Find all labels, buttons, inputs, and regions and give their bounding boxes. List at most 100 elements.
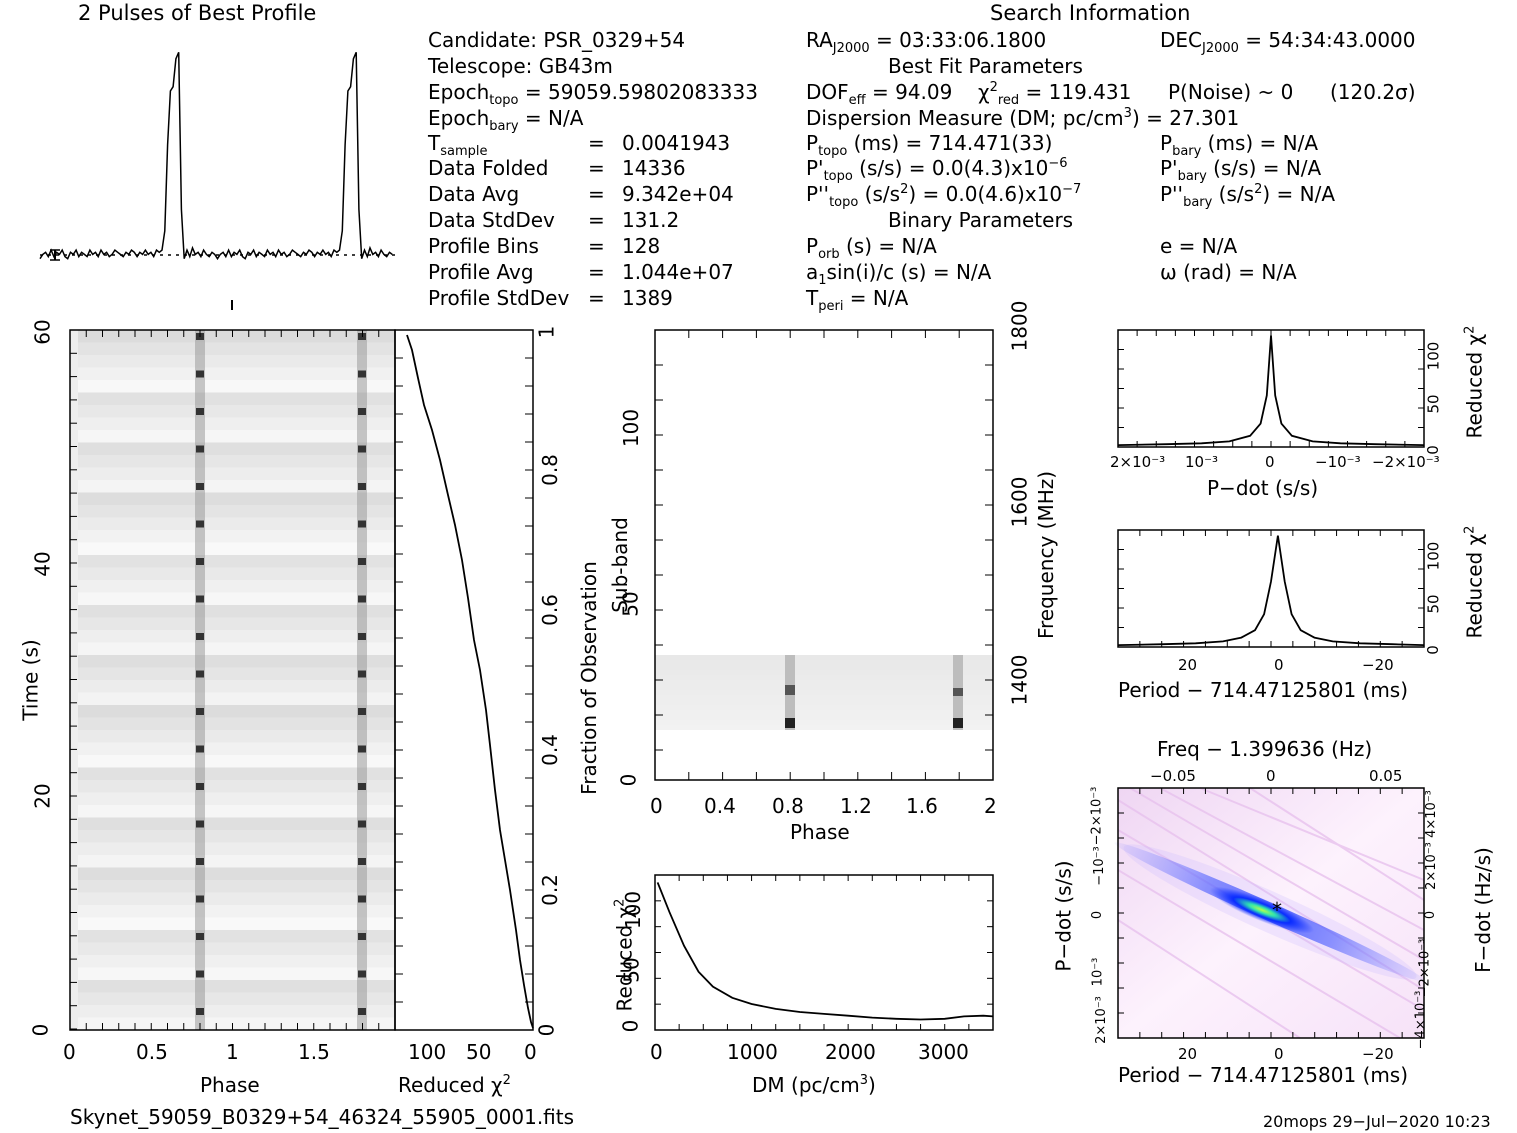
telescope: Telescope: GB43m (428, 54, 613, 78)
pulse-spot (358, 708, 366, 715)
pddot-bary: P''bary (s/s2) = N/A (1160, 182, 1336, 210)
pdot-ticks (1117, 329, 1425, 448)
param-label: Profile Avg (428, 260, 534, 284)
time-phase-ylabel: Time (s) (18, 639, 43, 721)
pdot-xtick: −2×10⁻³ (1372, 453, 1440, 471)
time-phase-row (70, 430, 395, 443)
chi-time-panel (394, 329, 534, 1031)
ppdot-streaks (1117, 787, 1425, 1039)
chi-time-ticks (395, 329, 533, 1031)
chi-time-ytick: 0.8 (537, 454, 562, 486)
dm: Dispersion Measure (DM; pc/cm3) = 27.301 (806, 106, 1240, 130)
param-value: 131.2 (622, 208, 680, 232)
ppdot-xtick: 0 (1274, 1045, 1284, 1063)
time-phase-row (70, 630, 395, 643)
ppdot-top-tick: −0.05 (1150, 767, 1196, 785)
dm-xtick: 0 (650, 1040, 663, 1064)
pdot-panel (1117, 329, 1425, 448)
time-phase-row (70, 905, 395, 918)
time-phase-row (70, 667, 395, 680)
chi-time-ytick: 0.2 (537, 874, 562, 906)
time-phase-row (70, 655, 395, 668)
pulse-spot (358, 858, 366, 865)
pddot-topo: P''topo (s/s2) = 0.0(4.6)x10−7 (806, 182, 1082, 210)
search-info-title: Search Information (990, 1, 1191, 25)
dm-frame (654, 874, 994, 1031)
pdot-xtick: −10⁻³ (1315, 453, 1361, 471)
footer-stamp: 20mops 29−Jul−2020 10:23 (1263, 1112, 1491, 1131)
subband-row (655, 720, 993, 725)
chi-time-xtick: 100 (408, 1040, 447, 1064)
time-phase-row (70, 530, 395, 543)
candidate: Candidate: PSR_0329+54 (428, 28, 686, 52)
pulse-spot (358, 595, 366, 603)
time-phase-row (70, 805, 395, 818)
profile-panel (39, 52, 395, 310)
time-phase-row (70, 717, 395, 730)
param-eq: = (588, 260, 605, 284)
subband-panel (654, 329, 994, 781)
tsample-eq: = (588, 131, 605, 155)
time-phase-xtick: 1 (226, 1040, 239, 1064)
chi-time-ylabel: Fraction of Observation (576, 561, 601, 795)
dm-ylabel: Reduced χ2 (612, 898, 637, 1012)
pulse-track-1 (195, 330, 205, 1030)
binary-title: Binary Parameters (888, 208, 1074, 232)
p-topo: Ptopo (ms) = 714.471(33) (806, 131, 1053, 159)
ppdot-title: Freq − 1.399636 (Hz) (1157, 737, 1373, 761)
time-phase-row (70, 555, 395, 568)
omega: ω (rad) = N/A (1160, 260, 1297, 284)
subband-row (655, 670, 993, 675)
time-phase-row (70, 992, 395, 1005)
period-xtick: −20 (1362, 656, 1394, 674)
ppdot-xtick: −20 (1362, 1045, 1394, 1063)
time-phase-row (70, 917, 395, 930)
time-phase-xtick: 0 (63, 1040, 76, 1064)
footer-filename: Skynet_59059_B0329+54_46324_55905_0001.f… (70, 1105, 575, 1129)
pulse-spot (358, 783, 366, 790)
ppdot-ytick: −2×10⁻³ (1089, 786, 1105, 846)
pulse-intensity-spots (196, 333, 366, 1015)
ppdot-xtick: 20 (1178, 1045, 1198, 1063)
dm-ticks (654, 874, 994, 1031)
time-phase-row (70, 705, 395, 718)
subband-ytick: 100 (619, 408, 644, 448)
ppdot-ytick: 0 (1090, 910, 1106, 920)
param-label: Data StdDev (428, 208, 555, 232)
pdot-ytick: 100 (1424, 341, 1443, 371)
ppdot-y2tick: −4×10⁻³ (1413, 990, 1429, 1050)
subband-row (655, 700, 993, 705)
ppdot-core (1209, 886, 1315, 934)
time-phase-row (70, 505, 395, 518)
subband-freq-tick: 1400 (1007, 654, 1032, 706)
pulse-spot (358, 370, 366, 378)
time-phase-xtick: 0.5 (136, 1040, 168, 1064)
chi-time-frame (394, 329, 534, 1031)
pulse-spot (196, 483, 204, 490)
chi-time-ytick: 0.6 (537, 594, 562, 626)
subband-freq-label: Frequency (MHz) (1034, 470, 1059, 640)
subband-xtick: 1.6 (906, 794, 938, 818)
time-phase-row (70, 342, 395, 355)
time-phase-row (70, 580, 395, 593)
param-eq: = (588, 286, 605, 310)
time-phase-panel (69, 329, 396, 1031)
pulse-spot (358, 408, 366, 415)
pdot-topo: P'topo (s/s) = 0.0(4.3)x10−6 (806, 156, 1068, 184)
time-phase-row (70, 355, 395, 368)
param-value: 9.342e+04 (622, 182, 734, 206)
period-ytick: 100 (1424, 541, 1443, 571)
pulse-spot (358, 633, 366, 640)
subband-row (655, 685, 993, 690)
dm-xtick: 1000 (727, 1040, 778, 1064)
pulse-spot (196, 520, 204, 528)
chi-time-xtick: 0 (524, 1040, 537, 1064)
time-phase-row (70, 517, 395, 530)
subband-xtick: 0.8 (772, 794, 804, 818)
dec: DECJ2000 = 54:34:43.0000 (1160, 28, 1416, 56)
profile-line (39, 52, 393, 261)
time-phase-row (70, 830, 395, 843)
pdot-xtick: 0 (1265, 453, 1275, 471)
pulse-spot (358, 483, 366, 490)
